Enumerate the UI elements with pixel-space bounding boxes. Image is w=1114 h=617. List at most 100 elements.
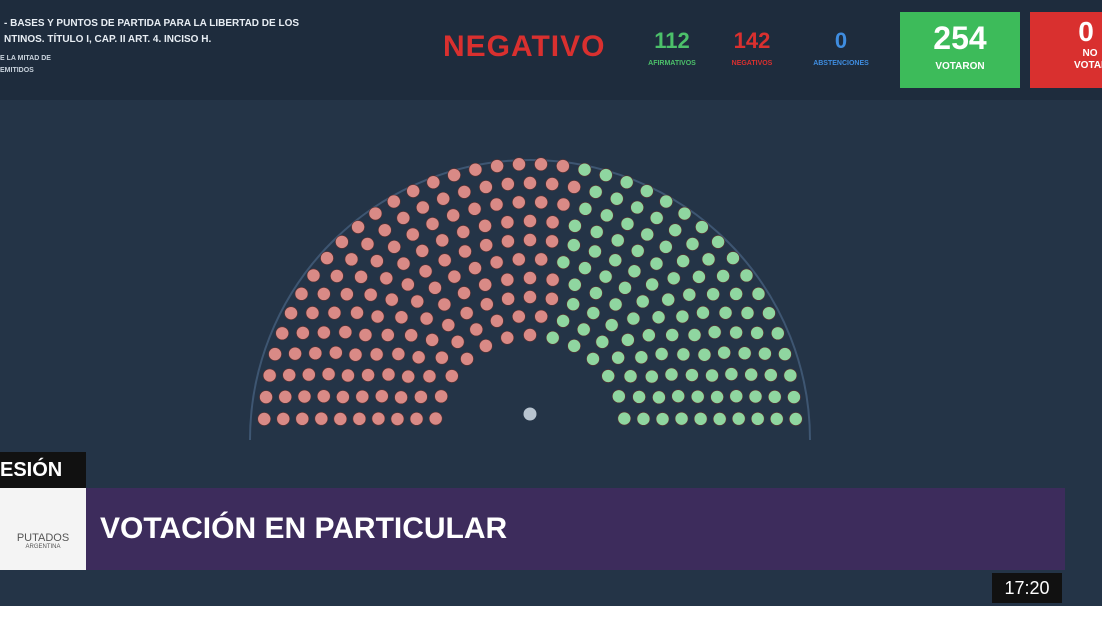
seat [387,240,401,254]
seat [666,271,681,286]
seat [556,255,571,270]
seat [336,390,350,404]
seat [586,352,600,366]
seat [340,287,354,301]
seat [523,176,537,190]
seat [316,389,331,403]
seat [282,368,296,382]
seat [278,390,293,404]
seat [268,347,282,361]
seat [729,325,743,340]
seat [406,184,420,198]
seat [294,287,309,301]
seat [706,287,720,301]
seat [675,309,690,324]
seat [645,277,659,292]
label: VOTARON [935,61,985,72]
seat [426,175,441,189]
seat [370,254,384,268]
seat [712,412,727,426]
seat [632,390,646,404]
count: 254 [933,20,987,56]
seat [262,368,277,383]
seat [404,328,418,343]
seat [567,238,581,252]
not-voted-box: 0 NO VOTAR [1030,12,1102,88]
seat [317,287,331,301]
seat [390,412,405,426]
seat [611,350,625,365]
count: 112 [654,28,690,53]
seat [422,369,437,384]
seat [739,268,754,283]
seat [674,411,689,426]
topic: - BASES Y PUNTOS DE PARTIDA PARA LA LIBE… [4,16,299,48]
seat [568,219,582,233]
seat [640,184,654,198]
seat [394,390,408,405]
seat [659,194,673,209]
seat [381,328,395,342]
label: AFIRMATIVOS [648,60,696,67]
logo: PUTADOS ARGENTINA [0,488,86,570]
seat [371,411,386,426]
seat [595,335,610,349]
seat [512,309,526,324]
count: 0 [834,28,848,53]
seat [276,412,291,426]
seat [600,208,614,223]
seat [317,325,331,340]
rule-line: E LA MITAD DE [0,55,51,62]
seat [567,339,581,353]
seat [468,261,482,275]
seat [368,206,383,221]
seat [644,369,659,384]
seat [568,277,582,292]
seat [428,411,443,426]
seat [718,305,733,320]
seat [308,346,323,360]
seat [302,367,316,382]
seat [634,350,649,365]
seat [414,390,428,404]
seat [330,269,344,283]
seat [512,195,526,210]
seat [652,390,666,405]
seat [750,412,765,426]
logo-line: ARGENTINA [25,544,61,550]
seat [288,346,302,361]
seat [446,208,460,223]
seat [692,270,706,284]
seat [621,333,635,347]
seat [744,367,758,382]
seat [769,412,784,426]
seat [751,287,766,301]
seat [618,281,632,295]
abstention: 0 ABSTENCIONES [798,28,884,67]
seat [459,306,474,320]
seat [717,345,731,360]
seat [437,297,452,312]
seat [394,310,409,325]
seat [668,223,682,237]
seat [705,368,719,383]
seat [447,168,461,182]
seat [425,217,440,231]
seat [701,252,716,267]
seat [379,271,394,286]
seat [457,286,471,300]
seat [480,297,494,312]
seat [589,286,603,300]
count: 142 [733,28,771,53]
seat [534,252,548,267]
seat [396,256,411,271]
seat [740,306,755,320]
seat [545,234,559,249]
seat [636,412,651,426]
seat [534,195,548,210]
count: 0 [1078,16,1094,47]
label: VOTAR [1074,60,1102,71]
seat [617,411,632,426]
seat [676,254,690,268]
seat [589,225,604,239]
